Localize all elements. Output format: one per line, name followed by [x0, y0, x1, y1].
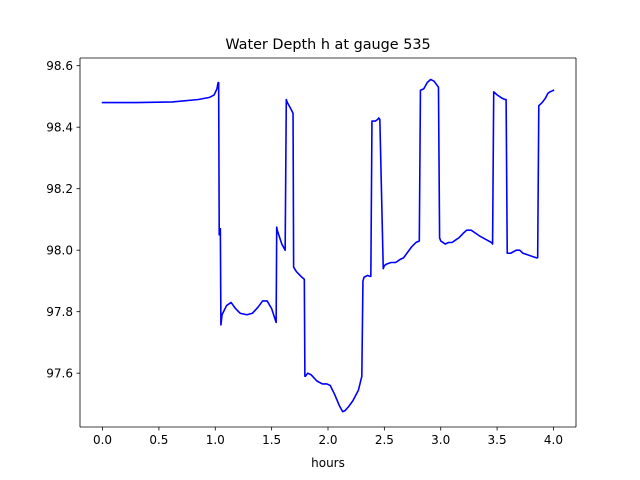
x-tick-label: 2.0	[318, 433, 337, 447]
x-tick-label: 3.5	[488, 433, 507, 447]
y-tick-label: 98.2	[46, 182, 73, 196]
x-axis-label: hours	[311, 456, 345, 470]
y-tick-label: 97.8	[46, 305, 73, 319]
y-tick-label: 98.6	[46, 59, 73, 73]
x-tick-label: 2.5	[375, 433, 394, 447]
x-tick-label: 1.0	[206, 433, 225, 447]
y-tick-label: 97.6	[46, 366, 73, 380]
x-tick-label: 4.0	[544, 433, 563, 447]
plot-background	[80, 58, 576, 427]
x-tick-label: 3.0	[431, 433, 450, 447]
x-tick-label: 0.0	[93, 433, 112, 447]
series-layer	[101, 78, 555, 413]
chart-title: Water Depth h at gauge 535	[225, 37, 430, 53]
x-tick-label: 1.5	[262, 433, 281, 447]
y-tick-label: 98.4	[46, 120, 73, 134]
plot-area	[80, 57, 577, 427]
x-axis: 0.0 0.5 1.0 1.5 2.0 2.5 3.0 3.5 4.0	[80, 426, 576, 447]
y-tick-label: 98.0	[46, 243, 73, 257]
series-line-0	[101, 78, 555, 413]
x-tick-label: 0.5	[149, 433, 168, 447]
y-axis: 97.6 97.8 98.0 98.2 98.4 98.6	[46, 58, 81, 427]
